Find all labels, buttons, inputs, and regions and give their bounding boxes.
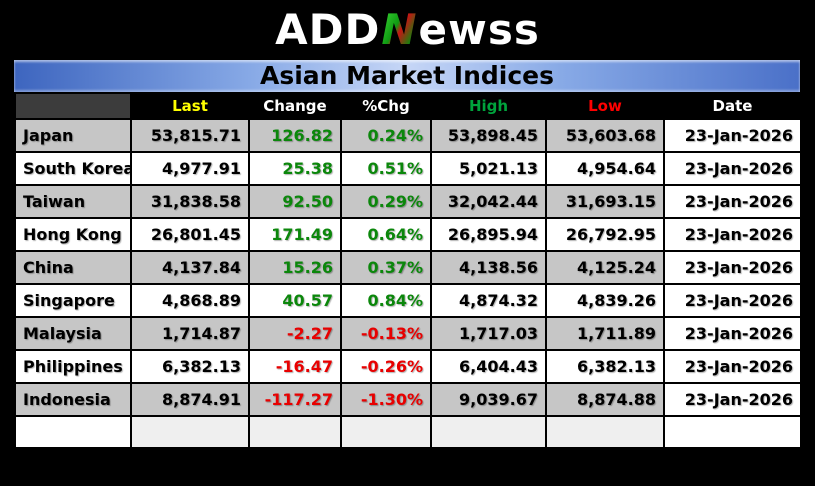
cell-pct-chg: 0.64% [340, 217, 432, 252]
cell-country: South Korea [14, 151, 132, 186]
table-row: Philippines 6,382.13 -16.47 -0.26% 6,404… [14, 349, 802, 384]
cell-low: 1,711.89 [545, 316, 665, 351]
cell-change: 25.38 [248, 151, 342, 186]
empty-cell [340, 415, 432, 449]
col-header-low: Low [545, 92, 665, 120]
logo-text-prefix: ADD [275, 5, 381, 54]
cell-last: 31,838.58 [130, 184, 250, 219]
table-row: South Korea 4,977.91 25.38 0.51% 5,021.1… [14, 151, 802, 186]
cell-low: 26,792.95 [545, 217, 665, 252]
cell-last: 4,137.84 [130, 250, 250, 285]
col-header-change: Change [248, 92, 342, 120]
cell-last: 4,977.91 [130, 151, 250, 186]
cell-country: Singapore [14, 283, 132, 318]
empty-cell [663, 415, 802, 449]
cell-change: 171.49 [248, 217, 342, 252]
empty-cell [130, 415, 250, 449]
cell-change: -16.47 [248, 349, 342, 384]
cell-low: 4,839.26 [545, 283, 665, 318]
cell-country: Hong Kong [14, 217, 132, 252]
cell-country: Indonesia [14, 382, 132, 417]
cell-last: 53,815.71 [130, 118, 250, 153]
table-header: Last Change %Chg High Low Date [14, 92, 802, 120]
cell-date: 23-Jan-2026 [663, 349, 802, 384]
table-row: Taiwan 31,838.58 92.50 0.29% 32,042.44 3… [14, 184, 802, 219]
cell-high: 32,042.44 [430, 184, 547, 219]
cell-pct-chg: 0.24% [340, 118, 432, 153]
empty-row [14, 415, 802, 449]
cell-high: 5,021.13 [430, 151, 547, 186]
cell-country: Malaysia [14, 316, 132, 351]
cell-change: 92.50 [248, 184, 342, 219]
table-body: Japan 53,815.71 126.82 0.24% 53,898.45 5… [14, 118, 802, 417]
table-footer [14, 415, 802, 449]
cell-last: 4,868.89 [130, 283, 250, 318]
cell-high: 1,717.03 [430, 316, 547, 351]
panel-title: Asian Market Indices [14, 60, 800, 92]
col-header-date: Date [663, 92, 802, 120]
cell-high: 26,895.94 [430, 217, 547, 252]
cell-date: 23-Jan-2026 [663, 382, 802, 417]
cell-low: 4,125.24 [545, 250, 665, 285]
cell-last: 8,874.91 [130, 382, 250, 417]
table-row: Japan 53,815.71 126.82 0.24% 53,898.45 5… [14, 118, 802, 153]
cell-date: 23-Jan-2026 [663, 217, 802, 252]
cell-date: 23-Jan-2026 [663, 283, 802, 318]
col-header-high: High [430, 92, 547, 120]
cell-pct-chg: 0.37% [340, 250, 432, 285]
cell-pct-chg: 0.84% [340, 283, 432, 318]
cell-high: 9,039.67 [430, 382, 547, 417]
header-row: Last Change %Chg High Low Date [14, 92, 802, 120]
cell-low: 6,382.13 [545, 349, 665, 384]
table-row: Singapore 4,868.89 40.57 0.84% 4,874.32 … [14, 283, 802, 318]
cell-country: Taiwan [14, 184, 132, 219]
col-header-pct-chg: %Chg [340, 92, 432, 120]
cell-pct-chg: 0.29% [340, 184, 432, 219]
cell-low: 8,874.88 [545, 382, 665, 417]
cell-change: -2.27 [248, 316, 342, 351]
table-row: Indonesia 8,874.91 -117.27 -1.30% 9,039.… [14, 382, 802, 417]
cell-last: 1,714.87 [130, 316, 250, 351]
cell-date: 23-Jan-2026 [663, 118, 802, 153]
table-row: Malaysia 1,714.87 -2.27 -0.13% 1,717.03 … [14, 316, 802, 351]
cell-low: 31,693.15 [545, 184, 665, 219]
addnewss-logo: ADDNewss [0, 4, 815, 56]
cell-pct-chg: -0.26% [340, 349, 432, 384]
table-row: China 4,137.84 15.26 0.37% 4,138.56 4,12… [14, 250, 802, 285]
col-header-last: Last [130, 92, 250, 120]
empty-cell [430, 415, 547, 449]
cell-low: 4,954.64 [545, 151, 665, 186]
cell-pct-chg: -0.13% [340, 316, 432, 351]
cell-country: China [14, 250, 132, 285]
cell-pct-chg: -1.30% [340, 382, 432, 417]
cell-last: 6,382.13 [130, 349, 250, 384]
cell-change: 15.26 [248, 250, 342, 285]
cell-country: Japan [14, 118, 132, 153]
cell-change: 126.82 [248, 118, 342, 153]
cell-date: 23-Jan-2026 [663, 250, 802, 285]
logo-text-suffix: ewss [418, 5, 540, 54]
cell-low: 53,603.68 [545, 118, 665, 153]
market-indices-table: Last Change %Chg High Low Date Japan 53,… [14, 92, 802, 449]
cell-change: -117.27 [248, 382, 342, 417]
cell-date: 23-Jan-2026 [663, 316, 802, 351]
empty-cell [14, 415, 132, 449]
cell-high: 6,404.43 [430, 349, 547, 384]
cell-high: 53,898.45 [430, 118, 547, 153]
cell-high: 4,874.32 [430, 283, 547, 318]
table-row: Hong Kong 26,801.45 171.49 0.64% 26,895.… [14, 217, 802, 252]
cell-last: 26,801.45 [130, 217, 250, 252]
cell-date: 23-Jan-2026 [663, 184, 802, 219]
corner-cell [14, 92, 132, 120]
cell-pct-chg: 0.51% [340, 151, 432, 186]
empty-cell [248, 415, 342, 449]
market-indices-panel: Asian Market Indices Last Change %Chg Hi… [14, 60, 802, 449]
empty-cell [545, 415, 665, 449]
cell-country: Philippines [14, 349, 132, 384]
cell-date: 23-Jan-2026 [663, 151, 802, 186]
cell-change: 40.57 [248, 283, 342, 318]
logo-accent-n: N [381, 5, 418, 54]
cell-high: 4,138.56 [430, 250, 547, 285]
